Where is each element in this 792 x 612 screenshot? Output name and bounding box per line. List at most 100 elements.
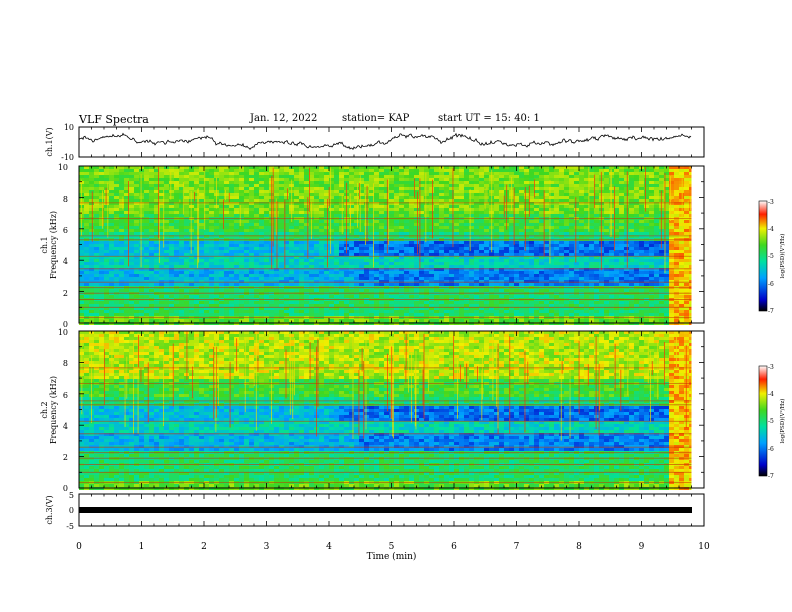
spectrogram-cell	[509, 262, 514, 265]
spectrogram-cell	[574, 202, 579, 205]
spectrogram-cell	[399, 283, 404, 286]
spectrogram-cell	[689, 166, 692, 169]
spectrogram-cell	[379, 196, 384, 199]
spectrogram-cell	[639, 232, 644, 235]
spectrogram-cell	[144, 247, 149, 250]
spectrogram-cell	[494, 256, 499, 259]
spectrogram-cell	[669, 214, 674, 217]
spectrogram-cell	[209, 205, 214, 208]
spectrogram-cell	[164, 175, 169, 178]
spectrogram-cell	[394, 229, 399, 232]
spectrogram-cell	[174, 226, 179, 229]
spectrogram-cell	[129, 175, 134, 178]
spectrogram-cell	[89, 232, 94, 235]
spectrogram-cell	[199, 175, 204, 178]
spectrogram-cell	[579, 226, 584, 229]
spectrogram-cell	[474, 220, 479, 223]
spectrogram-cell	[629, 184, 634, 187]
spectrogram-cell	[339, 250, 344, 253]
spectrogram-cell	[534, 247, 539, 250]
spectrogram-cell	[469, 193, 474, 196]
spectrogram-cell	[149, 181, 154, 184]
spectrogram-cell	[119, 199, 124, 202]
spectrogram-cell	[249, 241, 254, 244]
spectrogram-cell	[524, 208, 529, 211]
spectrogram-cell	[384, 193, 389, 196]
spectrogram-cell	[424, 178, 429, 181]
spectrogram-cell	[444, 199, 449, 202]
spectrogram-cell	[359, 259, 364, 262]
spectrogram-cell	[669, 202, 674, 205]
spectrogram-cell	[179, 196, 184, 199]
spectrogram-cell	[469, 253, 474, 256]
spectrogram-cell	[394, 244, 399, 247]
spectrogram-cell	[229, 274, 234, 277]
spectrogram-cell	[259, 169, 264, 172]
spectrogram-cell	[339, 229, 344, 232]
spectrogram-cell	[204, 202, 209, 205]
spectrogram-cell	[369, 283, 374, 286]
spectrogram-cell	[589, 220, 594, 223]
spectrogram-cell	[594, 199, 599, 202]
spectrogram-cell	[124, 259, 129, 262]
spectrogram-cell	[319, 169, 324, 172]
spectrogram-cell	[369, 232, 374, 235]
spectrogram-cell	[99, 271, 104, 274]
spectrogram-cell	[454, 232, 459, 235]
spectrogram-cell	[354, 211, 359, 214]
spectrogram-cell	[319, 205, 324, 208]
spectrogram-cell	[644, 190, 649, 193]
spectrogram-cell	[229, 211, 234, 214]
spectrogram-cell	[249, 205, 254, 208]
spectrogram-cell	[564, 265, 569, 268]
spectrogram-cell	[294, 211, 299, 214]
spectrogram-cell	[449, 214, 454, 217]
spectrogram-cell	[134, 202, 139, 205]
spectrogram-cell	[209, 262, 214, 265]
spectrogram-cell	[469, 190, 474, 193]
spectrogram-cell	[499, 184, 504, 187]
spectrogram-cell	[484, 169, 489, 172]
spectrogram-cell	[254, 256, 259, 259]
spectrogram-cell	[484, 244, 489, 247]
spectrogram-cell	[409, 229, 414, 232]
spectrogram-cell	[129, 211, 134, 214]
spectrogram-cell	[79, 262, 84, 265]
spectrogram-cell	[184, 214, 189, 217]
spectrogram-cell	[549, 283, 554, 286]
spectrogram-cell	[259, 223, 264, 226]
spectrogram-cell	[524, 259, 529, 262]
spectrogram-cell	[224, 208, 229, 211]
spectrogram-cell	[669, 256, 674, 259]
spectrogram-cell	[129, 190, 134, 193]
spectrogram-cell	[584, 178, 589, 181]
spectrogram-cell	[674, 259, 679, 262]
spectrogram-cell	[564, 196, 569, 199]
spectrogram-cell	[239, 271, 244, 274]
spectrogram-cell	[449, 193, 454, 196]
spectrogram-cell	[469, 175, 474, 178]
spectrogram-cell	[649, 196, 654, 199]
spectrogram-cell	[639, 211, 644, 214]
spectrogram-cell	[544, 193, 549, 196]
spectrogram-cell	[479, 274, 484, 277]
spectrogram-cell	[494, 205, 499, 208]
spectrogram-cell	[299, 190, 304, 193]
spectrogram-cell	[134, 277, 139, 280]
spectrogram-cell	[624, 223, 629, 226]
spectrogram-cell	[499, 199, 504, 202]
spectrogram-cell	[164, 226, 169, 229]
spectrogram-cell	[184, 205, 189, 208]
spectrogram-cell	[609, 274, 614, 277]
spectrogram-cell	[659, 283, 664, 286]
spectrogram-cell	[489, 262, 494, 265]
spectrogram-cell	[259, 166, 264, 169]
spectrogram-cell	[584, 259, 589, 262]
spectrogram-cell	[259, 202, 264, 205]
spectrogram-cell	[264, 175, 269, 178]
spectrogram-cell	[579, 220, 584, 223]
spectrogram-cell	[184, 259, 189, 262]
spectrogram-cell	[449, 175, 454, 178]
spectrogram-cell	[169, 172, 174, 175]
spectrogram-cell	[234, 220, 239, 223]
